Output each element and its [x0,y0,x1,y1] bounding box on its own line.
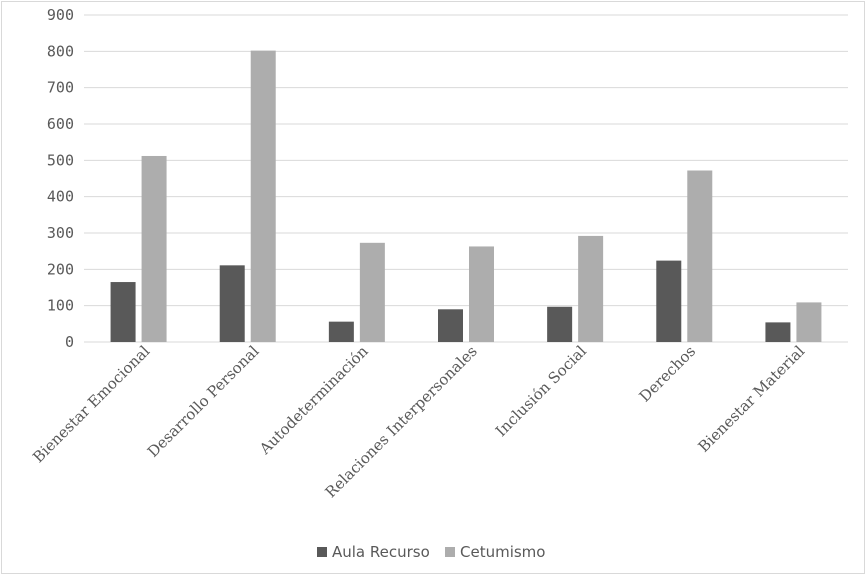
y-tick-label: 800 [47,42,74,60]
bar-aula-recurso [765,322,791,342]
legend: Aula Recurso Cetumismo [317,543,545,561]
bar-aula-recurso [547,306,573,342]
bar-aula-recurso [110,282,136,342]
y-tick-label: 400 [47,188,74,206]
bar-cetumismo [578,235,604,342]
y-tick-label: 500 [47,151,74,169]
y-tick-label: 200 [47,260,74,278]
legend-label: Aula Recurso [332,543,430,561]
bar-aula-recurso [656,260,682,342]
bar-cetumismo [359,242,385,342]
bars [110,50,822,343]
bar-cetumismo [141,155,167,342]
x-category-label: Bienestar Material [695,342,809,456]
x-category-label: Bienestar Emocional [29,342,153,466]
y-tick-label: 900 [47,6,74,24]
legend-swatch [445,547,455,557]
bar-aula-recurso [219,265,245,342]
y-tick-label: 100 [47,297,74,315]
y-tick-label: 0 [65,333,74,351]
gridlines [84,14,848,343]
x-category-label: Autodeterminación [255,342,372,459]
x-category-label: Desarrollo Personal [144,342,263,461]
bar-cetumismo [796,302,822,342]
y-axis-ticks: 0 100 200 300 400 500 600 700 800 900 [47,6,74,351]
bar-cetumismo [250,50,276,343]
bar-aula-recurso [328,321,354,342]
bar-cetumismo [687,170,713,342]
legend-label: Cetumismo [460,543,545,561]
legend-swatch [317,547,327,557]
y-tick-label: 300 [47,224,74,242]
x-category-label: Inclusión Social [492,342,590,440]
bar-aula-recurso [438,309,463,342]
bar-cetumismo [469,246,494,342]
y-tick-label: 600 [47,115,74,133]
x-category-label: Derechos [636,342,699,405]
y-tick-label: 700 [47,79,74,97]
